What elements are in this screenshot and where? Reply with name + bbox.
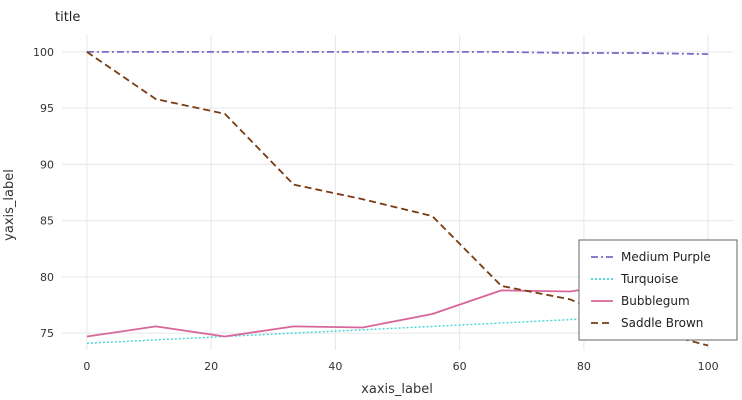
x-axis-label: xaxis_label — [361, 382, 433, 397]
legend: Medium Purple Turquoise Bubblegum Saddle Br… — [578, 239, 738, 341]
y-tick-label: 95 — [40, 102, 54, 115]
x-tick-label: 80 — [577, 360, 591, 373]
y-tick-label: 75 — [40, 327, 54, 340]
y-tick-label: 90 — [40, 158, 54, 171]
legend-label: Bubblegum — [621, 294, 690, 308]
x-tick-label: 20 — [204, 360, 218, 373]
y-axis-label: yaxis_label — [2, 169, 17, 241]
series-line-medium-purple — [86, 51, 709, 55]
x-tick-label: 100 — [698, 360, 719, 373]
x-tick-label: 60 — [453, 360, 467, 373]
y-tick-label: 100 — [33, 46, 54, 59]
y-axis-ticks: 75 80 85 90 95 100 — [33, 46, 54, 340]
y-tick-label: 80 — [40, 271, 54, 284]
x-axis-ticks: 0 20 40 60 80 100 — [83, 360, 718, 373]
y-tick-label: 85 — [40, 215, 54, 228]
legend-label: Medium Purple — [621, 250, 711, 264]
x-tick-label: 40 — [328, 360, 342, 373]
chart-title: title — [55, 10, 80, 25]
x-tick-label: 0 — [83, 360, 90, 373]
legend-label: Saddle Brown — [621, 316, 703, 330]
legend-label: Turquoise — [620, 272, 678, 286]
